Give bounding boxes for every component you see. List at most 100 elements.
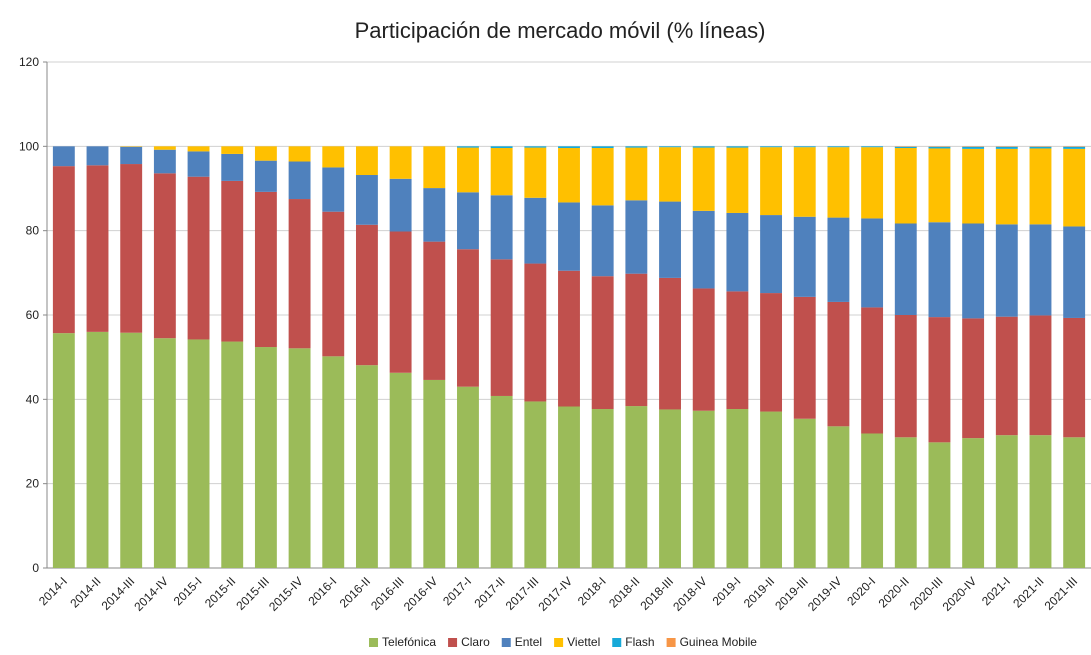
bar-segment [659,277,681,410]
x-tick-label: 2015-III [233,574,272,613]
x-tick-label: 2016-III [368,574,407,613]
bar-segment [962,223,985,319]
x-tick-label: 2020-III [907,574,946,613]
legend-label: Entel [515,635,542,649]
bar-segment [726,147,749,213]
bar-segment [659,147,681,202]
bar-segment [120,146,143,165]
x-tick-label: 2021-I [979,574,1013,608]
bar-segment [995,435,1018,568]
bar-segment [928,146,951,149]
bar-segment [827,426,850,568]
legend-label: Flash [625,635,654,649]
y-tick-label: 20 [26,477,40,491]
bar-segment [558,146,580,149]
bar-segment [187,339,210,568]
bar-segment [288,161,311,200]
bar-segment [827,147,850,218]
bar-segment [793,418,816,568]
x-tick-label: 2020-II [876,574,912,610]
bar-segment [120,164,143,333]
bar-segment [861,218,884,308]
bar-segment [928,442,951,568]
bar-segment [355,365,378,568]
y-tick-label: 120 [19,55,39,69]
bar-segment [153,146,176,150]
bar-segment [524,147,547,198]
x-tick-label: 2017-IV [536,574,576,614]
x-tick-label: 2018-III [637,574,676,613]
bar-segment [86,165,109,332]
bar-segment [254,347,277,568]
bar-segment [726,409,749,568]
x-tick-label: 2021-III [1042,574,1081,613]
bar-segment [659,146,681,148]
y-tick-label: 100 [19,139,39,153]
x-tick-label: 2018-II [606,574,642,610]
bar-segment [962,318,985,439]
x-tick-label: 2016-IV [401,574,441,614]
bar-segment [995,316,1018,436]
legend-swatch [554,638,564,647]
bar-segment [52,333,75,568]
bar-segment [861,147,884,219]
bar-segment [322,356,345,568]
bar-segment [120,332,143,568]
bar-segment [322,146,345,168]
bar-segment [221,341,244,568]
bar-segment [524,146,547,148]
bar-segment [692,147,715,211]
bar-segment [389,146,412,179]
bar-segment [591,146,614,149]
bar-segment [793,216,816,297]
bar-segment [962,146,985,149]
x-tick-label: 2020-I [844,574,878,608]
legend-swatch [612,638,622,647]
x-tick-label: 2014-I [36,574,70,608]
bar-segment [726,291,749,410]
bar-segment [659,201,681,278]
bar-segment [457,146,479,148]
bar-segment [187,176,210,340]
chart-title: Participación de mercado móvil (% líneas… [355,18,766,43]
bar-segment [827,217,850,302]
x-tick-label: 2014-II [67,574,103,610]
bar-segment [793,147,816,217]
bar-segment [524,263,547,402]
bar-segment [288,348,311,568]
bar-segment [153,149,176,174]
bar-segment [355,224,378,366]
bar-segment [558,270,580,407]
bar-segment [524,401,547,568]
bar-segment [760,293,783,412]
x-tick-label: 2016-II [337,574,373,610]
bar-segment [894,148,917,224]
bar-segment [726,212,749,292]
bar-segment [423,146,446,189]
bar-segment [52,146,75,167]
y-tick-label: 0 [32,561,39,575]
x-tick-label: 2015-IV [266,574,306,614]
bar-segment [861,433,884,568]
x-tick-label: 2015-I [171,574,205,608]
bar-segment [625,273,648,407]
bar-segment [625,406,648,568]
bar-segment [457,147,479,193]
legend-swatch [501,638,511,647]
bar-segment [793,296,816,419]
bar-segment [153,173,176,339]
bar-segment [457,249,479,387]
x-tick-label: 2015-II [202,574,238,610]
x-tick-label: 2017-III [503,574,542,613]
bar-segment [558,148,580,203]
x-tick-label: 2021-II [1010,574,1046,610]
legend: Telefónica Claro Entel Viettel Flash Guinea M… [369,635,757,649]
x-tick-label: 2017-II [471,574,507,610]
bar-segment [591,276,614,410]
legend-label: Viettel [567,635,600,649]
bar-segment [591,148,614,206]
bar-segment [490,395,513,568]
bar-segment [389,372,412,568]
